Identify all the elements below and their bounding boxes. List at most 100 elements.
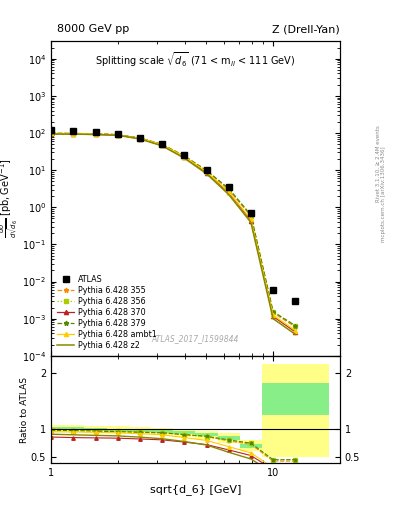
Text: ATLAS_2017_I1599844: ATLAS_2017_I1599844 bbox=[152, 334, 239, 343]
Text: 8000 GeV pp: 8000 GeV pp bbox=[57, 24, 129, 34]
Pythia 6.428 356 bbox=[271, 309, 275, 315]
Pythia 6.428 370 bbox=[204, 169, 209, 176]
Line: Pythia 6.428 355: Pythia 6.428 355 bbox=[49, 131, 298, 329]
Pythia 6.428 ambt1 bbox=[160, 142, 164, 148]
Pythia 6.428 356 bbox=[138, 135, 142, 141]
Pythia 6.428 z2 bbox=[271, 315, 275, 322]
Pythia 6.428 ambt1 bbox=[116, 132, 120, 138]
ATLAS bbox=[71, 129, 76, 135]
Pythia 6.428 379 bbox=[116, 132, 120, 138]
Line: Pythia 6.428 356: Pythia 6.428 356 bbox=[49, 131, 298, 328]
Pythia 6.428 379 bbox=[93, 131, 98, 137]
Pythia 6.428 z2 bbox=[116, 132, 120, 138]
Pythia 6.428 370 bbox=[160, 142, 164, 148]
Pythia 6.428 355 bbox=[226, 186, 231, 193]
ATLAS bbox=[93, 129, 98, 135]
Pythia 6.428 356 bbox=[226, 186, 231, 192]
Pythia 6.428 355 bbox=[71, 131, 76, 137]
Pythia 6.428 356 bbox=[293, 323, 298, 329]
ATLAS bbox=[116, 131, 120, 137]
Pythia 6.428 356 bbox=[71, 131, 76, 137]
Pythia 6.428 370 bbox=[71, 131, 76, 137]
Line: Pythia 6.428 z2: Pythia 6.428 z2 bbox=[51, 134, 295, 334]
Pythia 6.428 z2 bbox=[248, 219, 253, 225]
ATLAS bbox=[138, 135, 142, 141]
Y-axis label: Ratio to ATLAS: Ratio to ATLAS bbox=[20, 377, 29, 442]
Pythia 6.428 ambt1 bbox=[49, 131, 53, 137]
Pythia 6.428 355 bbox=[248, 213, 253, 219]
Pythia 6.428 355 bbox=[116, 132, 120, 138]
Pythia 6.428 355 bbox=[93, 131, 98, 137]
Pythia 6.428 379 bbox=[71, 131, 76, 137]
Text: mcplots.cern.ch [arXiv:1306.3436]: mcplots.cern.ch [arXiv:1306.3436] bbox=[382, 147, 386, 242]
Pythia 6.428 370 bbox=[226, 189, 231, 196]
ATLAS bbox=[271, 287, 275, 293]
Pythia 6.428 z2 bbox=[226, 191, 231, 198]
Y-axis label: $\frac{d\sigma}{d\sqrt{d_6}}\ \mathrm{[pb,GeV^{-1}]}$: $\frac{d\sigma}{d\sqrt{d_6}}\ \mathrm{[p… bbox=[0, 159, 21, 238]
Pythia 6.428 370 bbox=[248, 218, 253, 224]
Pythia 6.428 355 bbox=[204, 168, 209, 174]
Pythia 6.428 370 bbox=[271, 313, 275, 319]
Pythia 6.428 356 bbox=[160, 141, 164, 147]
Pythia 6.428 355 bbox=[271, 310, 275, 316]
Pythia 6.428 z2 bbox=[93, 132, 98, 138]
Pythia 6.428 ambt1 bbox=[93, 131, 98, 137]
Pythia 6.428 355 bbox=[160, 141, 164, 147]
Pythia 6.428 356 bbox=[116, 132, 120, 138]
ATLAS bbox=[49, 127, 53, 133]
Text: Splitting scale $\sqrt{d_6}$ (71 < m$_{ll}$ < 111 GeV): Splitting scale $\sqrt{d_6}$ (71 < m$_{l… bbox=[95, 50, 296, 69]
Pythia 6.428 370 bbox=[93, 132, 98, 138]
ATLAS bbox=[204, 167, 209, 173]
Pythia 6.428 z2 bbox=[49, 131, 53, 137]
Pythia 6.428 379 bbox=[271, 309, 275, 315]
Pythia 6.428 ambt1 bbox=[204, 169, 209, 175]
ATLAS bbox=[248, 210, 253, 216]
Pythia 6.428 356 bbox=[204, 168, 209, 174]
Pythia 6.428 z2 bbox=[293, 331, 298, 337]
ATLAS bbox=[293, 298, 298, 304]
Pythia 6.428 ambt1 bbox=[226, 189, 231, 195]
Pythia 6.428 z2 bbox=[182, 155, 187, 161]
Pythia 6.428 ambt1 bbox=[71, 131, 76, 137]
Pythia 6.428 370 bbox=[49, 131, 53, 137]
Pythia 6.428 379 bbox=[49, 130, 53, 136]
Line: Pythia 6.428 ambt1: Pythia 6.428 ambt1 bbox=[49, 132, 298, 333]
Pythia 6.428 379 bbox=[160, 141, 164, 147]
Pythia 6.428 ambt1 bbox=[182, 154, 187, 160]
Pythia 6.428 356 bbox=[93, 131, 98, 137]
Pythia 6.428 370 bbox=[116, 132, 120, 138]
Pythia 6.428 z2 bbox=[71, 131, 76, 137]
Pythia 6.428 379 bbox=[138, 135, 142, 141]
Pythia 6.428 379 bbox=[226, 185, 231, 191]
Pythia 6.428 ambt1 bbox=[138, 135, 142, 141]
Pythia 6.428 379 bbox=[248, 212, 253, 218]
Legend: ATLAS, Pythia 6.428 355, Pythia 6.428 356, Pythia 6.428 370, Pythia 6.428 379, P: ATLAS, Pythia 6.428 355, Pythia 6.428 35… bbox=[53, 272, 160, 353]
Pythia 6.428 370 bbox=[138, 136, 142, 142]
Pythia 6.428 z2 bbox=[160, 143, 164, 149]
Line: Pythia 6.428 370: Pythia 6.428 370 bbox=[49, 132, 298, 334]
Pythia 6.428 ambt1 bbox=[293, 328, 298, 334]
X-axis label: sqrt{d_6} [GeV]: sqrt{d_6} [GeV] bbox=[150, 484, 241, 495]
Text: Rivet 3.1.10, ≥ 2.4M events: Rivet 3.1.10, ≥ 2.4M events bbox=[376, 125, 380, 202]
Pythia 6.428 ambt1 bbox=[248, 217, 253, 223]
ATLAS bbox=[182, 152, 187, 158]
Pythia 6.428 355 bbox=[138, 135, 142, 141]
Pythia 6.428 379 bbox=[204, 167, 209, 174]
Pythia 6.428 356 bbox=[49, 130, 53, 136]
Text: Z (Drell-Yan): Z (Drell-Yan) bbox=[272, 24, 340, 34]
Pythia 6.428 370 bbox=[182, 154, 187, 160]
Line: Pythia 6.428 379: Pythia 6.428 379 bbox=[49, 131, 298, 328]
Pythia 6.428 356 bbox=[182, 153, 187, 159]
Pythia 6.428 370 bbox=[293, 329, 298, 335]
Pythia 6.428 355 bbox=[293, 324, 298, 330]
Pythia 6.428 379 bbox=[182, 153, 187, 159]
ATLAS bbox=[226, 184, 231, 190]
Pythia 6.428 z2 bbox=[204, 170, 209, 177]
Pythia 6.428 z2 bbox=[138, 136, 142, 142]
Pythia 6.428 379 bbox=[293, 323, 298, 329]
Line: ATLAS: ATLAS bbox=[48, 127, 298, 304]
Pythia 6.428 355 bbox=[49, 130, 53, 136]
Pythia 6.428 355 bbox=[182, 153, 187, 159]
Pythia 6.428 356 bbox=[248, 212, 253, 219]
ATLAS bbox=[160, 141, 164, 147]
